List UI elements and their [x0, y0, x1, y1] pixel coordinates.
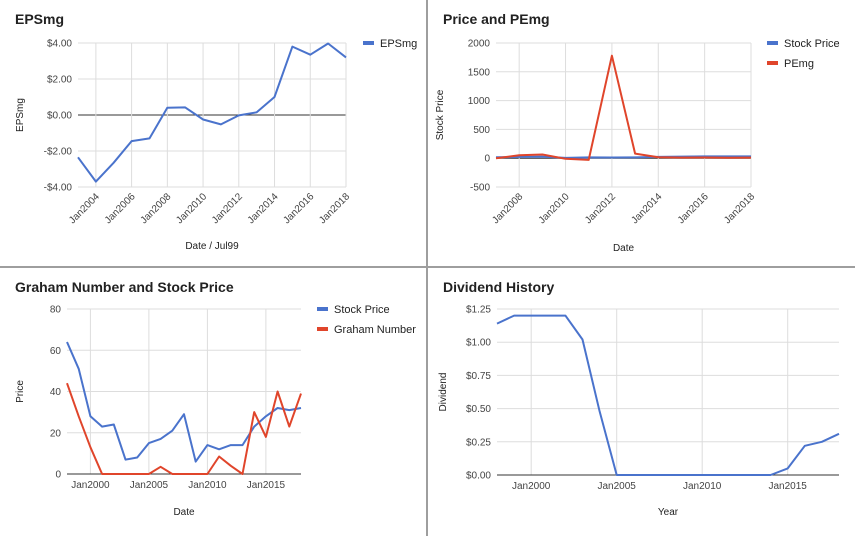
chart4-title: Dividend History [443, 279, 554, 295]
chart2-title: Price and PEmg [443, 11, 550, 27]
chart3-x-axis-title: Date [173, 507, 195, 518]
chart3-legend-swatch [317, 327, 328, 331]
panel-dividend: Dividend History $0.00 $0.25 $0.50 $0.75 $1.0… [429, 269, 854, 535]
chart4-ytick-label: $0.50 [466, 404, 491, 415]
chart1-xtick-label: Jan2010 [174, 191, 209, 226]
chart2-legend-swatch [767, 41, 778, 45]
chart4-ytick-label: $0.25 [466, 437, 491, 448]
chart2-xtick-label: Jan2016 [676, 191, 711, 226]
chart1-xtick-label: Jan2018 [317, 191, 352, 226]
chart1-xtick-label: Jan2014 [246, 191, 281, 226]
chart1-x-axis-title: Date / Jul99 [185, 241, 239, 252]
chart3-legend-label: Stock Price [334, 304, 390, 316]
chart1-ytick-label: $4.00 [47, 39, 72, 50]
chart3-ytick-label: 60 [50, 346, 62, 357]
chart1-title: EPSmg [15, 11, 64, 27]
chart4-xtick-label: Jan2015 [769, 481, 808, 492]
chart2-ytick-label: 2000 [468, 39, 491, 50]
panel-price-pemg: Price and PEmg -500 0 500 1000 1500 2000 Jan200… [429, 1, 854, 267]
chart2-ytick-label: -500 [470, 183, 490, 194]
chart2-xtick-label: Jan2018 [722, 191, 757, 226]
chart4-ytick-label: $0.00 [466, 471, 491, 482]
chart4-ytick-label: $1.25 [466, 305, 491, 316]
panel-graham: Graham Number and Stock Price 0 20 40 60 80 Ja… [1, 269, 426, 535]
chart2-xtick-label: Jan2010 [537, 191, 572, 226]
dividend-chart: Dividend History $0.00 $0.25 $0.50 $0.75 $1.0… [438, 279, 840, 518]
chart3-xtick-label: Jan2015 [247, 480, 286, 491]
chart4-x-axis-title: Year [658, 507, 679, 518]
chart2-y-axis-title: Stock Price [435, 89, 446, 140]
chart1-xtick-label: Jan2016 [281, 191, 316, 226]
chart4-xtick-label: Jan2000 [512, 481, 551, 492]
chart3-xtick-label: Jan2000 [71, 480, 110, 491]
chart4-y-axis-title: Dividend [438, 373, 449, 412]
chart2-legend-label: PEmg [784, 58, 814, 70]
chart1-xtick-label: Jan2004 [67, 191, 102, 226]
chart1-xtick-label: Jan2006 [103, 191, 138, 226]
chart3-legend-label: Graham Number [334, 324, 416, 336]
chart2-legend-label: Stock Price [784, 38, 840, 50]
chart2-legend-swatch [767, 61, 778, 65]
graham-chart: Graham Number and Stock Price 0 20 40 60 80 Ja… [15, 279, 416, 518]
chart3-ytick-label: 20 [50, 428, 62, 439]
chart3-legend-swatch [317, 307, 328, 311]
chart1-series-epsmg-line [77, 42, 347, 183]
chart1-ytick-label: -$2.00 [44, 147, 73, 158]
chart4-xtick-label: Jan2005 [598, 481, 637, 492]
chart2-xtick-label: Jan2014 [629, 191, 664, 226]
chart4-ytick-label: $0.75 [466, 371, 491, 382]
chart4-xtick-label: Jan2010 [683, 481, 722, 492]
horizontal-divider [0, 266, 855, 268]
chart3-ytick-label: 0 [55, 470, 61, 481]
chart3-series-graham-number-line [66, 382, 302, 475]
chart1-ytick-label: $0.00 [47, 111, 72, 122]
chart4-series-dividend-line [496, 314, 840, 476]
chart1-y-axis-title: EPSmg [15, 98, 26, 132]
chart3-title: Graham Number and Stock Price [15, 279, 234, 295]
chart1-xtick-label: Jan2012 [210, 191, 245, 226]
vertical-divider [426, 0, 428, 536]
panel-epsmg: EPSmg -$4.00 -$2.00 $0.00 $2.00 $4.00 Jan2004 J… [1, 1, 426, 267]
chart1-ytick-label: $2.00 [47, 75, 72, 86]
chart2-ytick-label: 0 [484, 154, 490, 165]
chart2-ytick-label: 1500 [468, 67, 491, 78]
chart2-series-pemg-line [495, 54, 752, 161]
chart3-xtick-label: Jan2005 [130, 480, 169, 491]
chart2-xtick-label: Jan2008 [490, 191, 525, 226]
chart1-ytick-label: -$4.00 [44, 183, 73, 194]
chart3-ytick-label: 80 [50, 305, 62, 316]
chart2-ytick-label: 1000 [468, 96, 491, 107]
chart3-y-axis-title: Price [15, 380, 26, 403]
chart1-legend-label: EPSmg [380, 38, 417, 50]
chart4-ytick-label: $1.00 [466, 338, 491, 349]
chart1-legend-swatch [363, 41, 374, 45]
chart3-series-stock-price-line [66, 341, 302, 463]
chart2-ytick-label: 500 [473, 125, 490, 136]
chart2-xtick-label: Jan2012 [583, 191, 618, 226]
chart3-xtick-label: Jan2010 [188, 480, 227, 491]
price-pemg-chart: Price and PEmg -500 0 500 1000 1500 2000 Jan200… [435, 11, 840, 254]
chart2-series-stock-price-line [495, 155, 751, 159]
chart3-ytick-label: 40 [50, 387, 62, 398]
chart2-x-axis-title: Date [613, 243, 635, 254]
chart1-xtick-label: Jan2008 [139, 191, 174, 226]
